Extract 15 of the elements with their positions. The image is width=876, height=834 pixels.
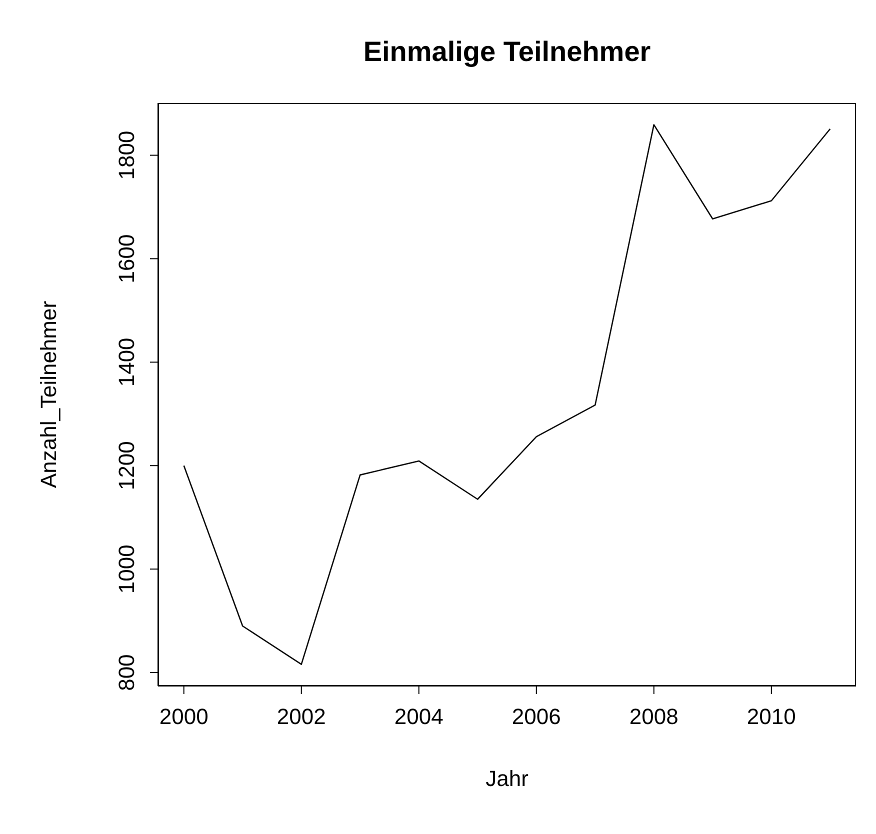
x-tick-label: 2006 — [512, 704, 561, 729]
x-tick-label: 2008 — [629, 704, 678, 729]
x-tick-label: 2010 — [746, 704, 796, 729]
x-tick-label: 2000 — [159, 704, 208, 729]
y-axis-title: Anzahl_Teilnehmer — [36, 300, 61, 488]
y-tick-label: 1400 — [114, 338, 139, 387]
y-tick-label: 800 — [114, 654, 139, 691]
y-tick-label: 1200 — [114, 441, 139, 490]
y-tick-label: 1800 — [114, 130, 139, 180]
x-tick-label: 2002 — [276, 704, 326, 729]
y-tick-label: 1600 — [114, 234, 139, 284]
x-tick-label: 2004 — [394, 704, 444, 729]
y-tick-label: 1000 — [114, 544, 139, 594]
chart-title: Einmalige Teilnehmer — [362, 36, 652, 68]
x-axis-title: Jahr — [486, 766, 528, 791]
